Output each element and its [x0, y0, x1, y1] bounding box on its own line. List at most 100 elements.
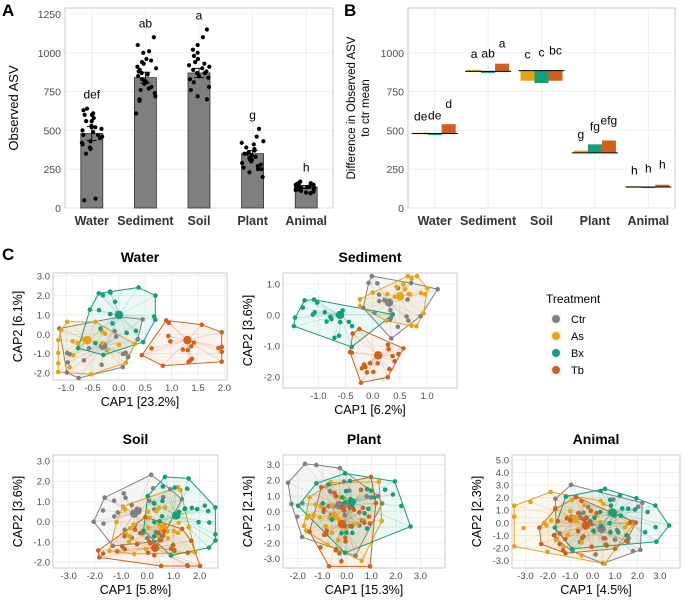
- point-as: [394, 284, 399, 290]
- point-as: [92, 319, 98, 325]
- data-point: [252, 148, 257, 153]
- cap-plot-water: -1.0 -0.5 0.0 0.5 1.0 1.5 2.0 -2.0 -1.0 0.0 1.0 2.0…: [11, 249, 231, 409]
- y-tick-label: 1.0: [37, 310, 50, 321]
- point-bx: [295, 503, 301, 509]
- y-tick-label: 1.0: [267, 279, 280, 290]
- point-bx: [157, 518, 162, 524]
- data-point: [88, 146, 93, 152]
- data-point: [152, 91, 157, 96]
- data-point: [259, 167, 264, 172]
- point-bx: [349, 323, 355, 329]
- subplot-title: Animal: [573, 431, 620, 447]
- point-as: [548, 489, 554, 495]
- data-point: [141, 50, 146, 55]
- point-as: [176, 520, 181, 526]
- point-tb: [371, 369, 376, 375]
- data-point: [135, 42, 140, 48]
- point-as: [154, 508, 159, 514]
- point-ctr: [123, 495, 128, 501]
- legend-title: Treatment: [546, 292, 601, 306]
- point-tb: [375, 360, 381, 366]
- centroid-as: [570, 514, 579, 524]
- x-axis-title: CAP1 [6.2%]: [334, 403, 406, 417]
- spider-line: [317, 302, 341, 316]
- centroid-as: [395, 292, 405, 301]
- spider-line: [351, 481, 395, 503]
- point-as: [418, 290, 424, 296]
- point-as: [569, 497, 575, 503]
- point-tb: [158, 563, 164, 569]
- point-ctr: [102, 495, 108, 501]
- spider-line: [562, 525, 587, 551]
- data-point: [242, 151, 247, 156]
- point-bx: [552, 525, 558, 530]
- point-as: [127, 526, 133, 531]
- spider-line: [87, 339, 135, 345]
- spider-line: [176, 515, 210, 523]
- centroid-bx: [114, 310, 124, 320]
- point-tb: [185, 347, 191, 353]
- point-bx: [107, 311, 113, 317]
- spider-line: [514, 518, 575, 547]
- spider-line: [133, 513, 148, 539]
- point-bx: [101, 352, 106, 358]
- point-tb: [160, 533, 166, 538]
- spider-line: [399, 296, 424, 314]
- point-ctr: [300, 500, 305, 506]
- spider-line: [585, 525, 627, 542]
- spider-line: [118, 314, 156, 321]
- spider-line: [168, 322, 188, 341]
- point-as: [598, 519, 603, 525]
- point-tb: [562, 536, 568, 542]
- point-as: [64, 319, 70, 325]
- y-tick-label: 3.0: [37, 271, 50, 282]
- point-tb: [385, 374, 391, 380]
- point-as: [131, 522, 136, 527]
- point-tb: [339, 504, 345, 510]
- point-as: [186, 524, 192, 530]
- point-tb: [97, 555, 102, 560]
- spider-line: [330, 482, 335, 517]
- significance-letter: h: [645, 162, 652, 176]
- point-as: [407, 292, 413, 297]
- point-bx: [332, 335, 337, 341]
- y-tick-label: 500: [43, 125, 61, 137]
- point-bx: [645, 509, 650, 515]
- subplot-title: Sediment: [338, 249, 401, 265]
- spider-line: [95, 314, 120, 344]
- point-as: [313, 502, 318, 507]
- point-as: [414, 273, 420, 279]
- y-tick-label: -2.0: [34, 369, 50, 380]
- y-tick-label: -2.0: [264, 373, 280, 384]
- point-as: [567, 508, 573, 514]
- panel-label-a: A: [2, 1, 14, 20]
- point-as: [601, 501, 606, 507]
- point-tb: [361, 362, 367, 367]
- point-bx: [343, 488, 349, 494]
- spider-line: [352, 333, 379, 356]
- point-bx: [592, 515, 597, 521]
- subplot-title: Soil: [123, 431, 149, 447]
- y-tick-label: 0.0: [496, 518, 509, 529]
- point-ctr: [120, 364, 126, 370]
- point-bx: [382, 487, 388, 492]
- data-point: [83, 151, 89, 156]
- point-ctr: [388, 336, 394, 341]
- data-point: [206, 84, 212, 90]
- point-as: [405, 273, 411, 279]
- point-ctr: [160, 494, 166, 500]
- point-tb: [134, 541, 140, 547]
- data-point: [195, 94, 200, 99]
- data-point: [202, 70, 207, 76]
- spider-line: [378, 348, 404, 356]
- y-tick-label: 1000: [38, 48, 62, 60]
- point-bx: [320, 501, 325, 506]
- data-point: [311, 187, 316, 192]
- spider-line: [335, 523, 343, 550]
- data-point: [151, 35, 156, 40]
- point-ctr: [91, 519, 96, 525]
- point-as: [55, 337, 61, 343]
- point-bx: [140, 339, 146, 345]
- point-ctr: [639, 500, 645, 506]
